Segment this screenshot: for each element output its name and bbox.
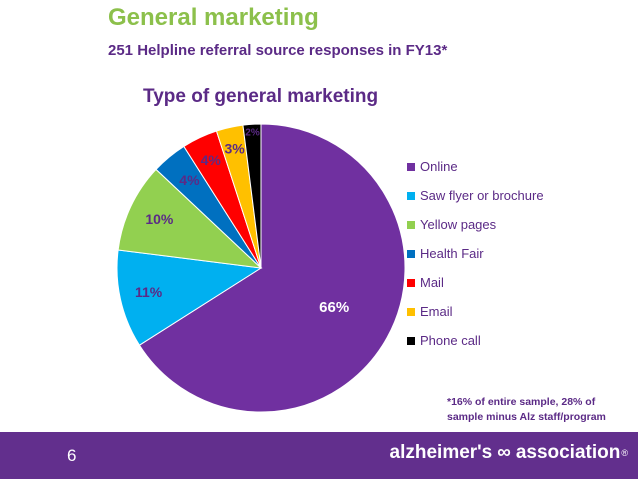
logo-text-left: alzheimer's (389, 442, 493, 463)
footnote-line-2: sample minus Alz staff/program (447, 411, 606, 423)
pie-chart: 66%11%10%4%4%3%2% (116, 123, 406, 413)
legend-label: Health Fair (420, 246, 484, 261)
legend-item: Saw flyer or brochure (407, 181, 544, 210)
legend-swatch (407, 162, 415, 171)
data-label-phone-call: 2% (245, 128, 260, 139)
data-label-email: 3% (224, 141, 245, 157)
legend-swatch (407, 307, 415, 316)
logo-text-right: association (515, 442, 621, 463)
legend-label: Online (420, 159, 458, 174)
slide-subtitle: 251 Helpline referral source responses i… (108, 42, 448, 59)
pie-slice-online (138, 123, 406, 413)
legend-item: Health Fair (407, 239, 544, 268)
legend-item: Email (407, 297, 544, 326)
legend-swatch (407, 278, 415, 287)
page-number: 6 (67, 446, 77, 465)
logo-mark-icon: ∞ (497, 442, 511, 463)
legend-label: Email (420, 304, 453, 319)
data-label-yellow-pages: 10% (145, 211, 174, 227)
legend-item: Online (407, 152, 544, 181)
slide-title: General marketing (108, 4, 319, 31)
footer-bar: 6 alzheimer's ∞ association ® (0, 432, 638, 479)
legend-swatch (407, 191, 415, 200)
legend-label: Phone call (420, 333, 481, 348)
footnote: *16% of entire sample, 28% of sample min… (447, 395, 606, 425)
legend-item: Mail (407, 268, 544, 297)
chart-legend: Online Saw flyer or brochure Yellow pages H… (407, 152, 544, 355)
legend-label: Mail (420, 275, 444, 290)
data-label-online: 66% (319, 299, 349, 316)
data-label-mail: 4% (201, 152, 222, 168)
data-label-health-fair: 4% (179, 172, 200, 188)
legend-swatch (407, 249, 415, 258)
alzheimers-association-logo: alzheimer's ∞ association ® (390, 442, 628, 464)
legend-swatch (407, 220, 415, 229)
footnote-line-1: *16% of entire sample, 28% of (447, 396, 596, 408)
legend-swatch (407, 336, 415, 345)
legend-item: Phone call (407, 326, 544, 355)
pie-slice-yellow-pages (117, 168, 263, 269)
data-label-saw-flyer-or-brochure: 11% (135, 284, 163, 300)
pie-slice-saw-flyer-or-brochure (116, 249, 263, 346)
chart-title: Type of general marketing (143, 86, 379, 107)
registered-mark: ® (621, 448, 628, 458)
pie-slice-phone-call (242, 123, 262, 269)
legend-label: Saw flyer or brochure (420, 188, 544, 203)
legend-item: Yellow pages (407, 210, 544, 239)
legend-label: Yellow pages (420, 217, 497, 232)
